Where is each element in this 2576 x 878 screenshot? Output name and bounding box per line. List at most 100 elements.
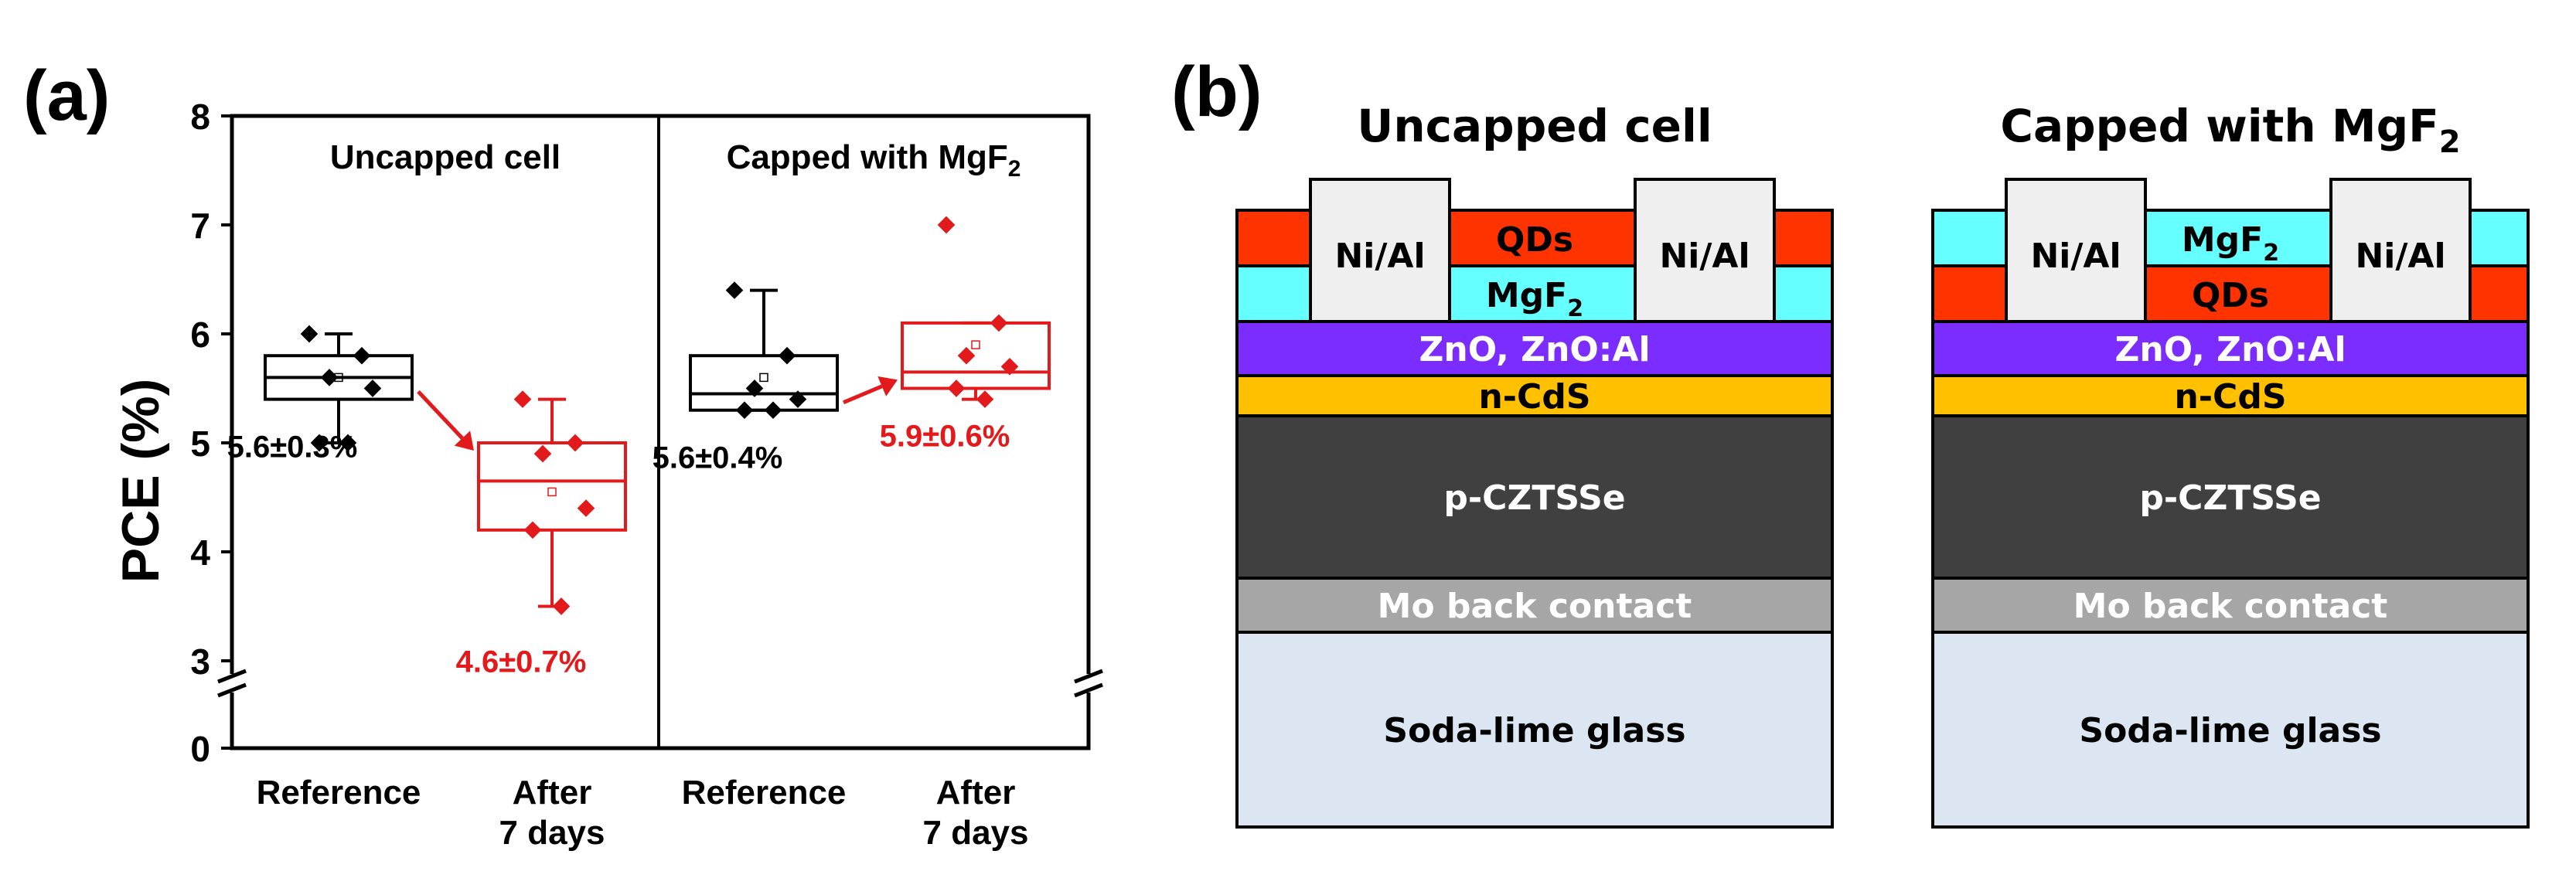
y-tick-label: 6 [190, 315, 210, 355]
box-2: 4.6±0.7% [456, 390, 627, 679]
value-annotation: 5.6±0.4% [653, 441, 783, 475]
box-iqr [477, 441, 627, 532]
box-plots: 5.6±0.3% 4.6±0.7% 5.6±0.4% 5.9±0.6% [227, 216, 1051, 679]
group-title-uncapped: Uncapped cell [330, 138, 561, 176]
box-iqr [689, 354, 839, 412]
layer-label: MgF2 [2182, 220, 2279, 267]
arrow-head [454, 430, 474, 451]
value-annotation: 5.9±0.6% [880, 420, 1010, 454]
layer-mo-back-contact [1931, 577, 2530, 634]
value-annotation: 4.6±0.7% [456, 645, 587, 679]
y-axis-label: PCE (%) [111, 379, 170, 583]
stack-uncapped: Uncapped cell QDs MgF2 Ni/Al Ni/Al ZnO, ZnO:A… [1235, 100, 1834, 829]
y-axis-ticks: 0 3 4 5 6 7 8 [190, 97, 232, 769]
y-tick-label: 7 [190, 206, 210, 246]
value-annotation: 5.6±0.3% [227, 430, 358, 465]
axis-break-right [1074, 669, 1103, 698]
layer-soda-lime-glass [1931, 631, 2530, 829]
trend-arrow [843, 376, 898, 405]
x-tick-label: After [513, 774, 592, 812]
data-point [320, 369, 339, 386]
data-point [353, 346, 371, 365]
group-title-capped: Capped with MgF2 [727, 138, 1021, 182]
y-tick-label: 4 [190, 533, 210, 573]
stack-title: Uncapped cell [1357, 100, 1712, 152]
x-tick-label: After [936, 774, 1016, 812]
panel-b-label: (b) [1171, 53, 1262, 131]
data-point [937, 216, 956, 234]
panel-b: (b) Uncapped cell QDs MgF2 Ni/Al Ni/Al ZnO, Z… [1171, 53, 2530, 829]
axis-break-left [217, 669, 247, 698]
x-tick-label: Reference [682, 774, 847, 812]
data-point [957, 346, 976, 365]
box-1: 5.6±0.3% [227, 325, 414, 465]
layer-label: Soda-lime glass [1383, 711, 1685, 750]
box-4: 5.9±0.6% [880, 216, 1051, 454]
device-stacks: Uncapped cell QDs MgF2 Ni/Al Ni/Al ZnO, ZnO:A… [1235, 100, 2530, 829]
layer-label: ZnO, ZnO:Al [2114, 330, 2346, 369]
box-3: 5.6±0.4% [653, 281, 839, 475]
arrow-shaft [843, 384, 883, 405]
data-point [764, 401, 782, 420]
data-point [339, 434, 357, 452]
data-point [533, 444, 552, 463]
trend-arrow [417, 390, 474, 451]
data-point [513, 390, 532, 408]
layer-soda-lime-glass [1235, 631, 1834, 829]
data-point [976, 390, 994, 408]
layer-label: QDs [1496, 220, 1573, 260]
contact-label: Ni/Al [2355, 237, 2445, 276]
box-iqr [901, 321, 1051, 390]
data-point [523, 521, 542, 539]
data-point [300, 325, 319, 343]
contact-label: Ni/Al [1659, 237, 1750, 276]
data-point [577, 499, 595, 517]
y-tick-label: 5 [190, 424, 210, 464]
data-point [735, 401, 754, 420]
layer-label: ZnO, ZnO:Al [1419, 330, 1650, 369]
panel-a-label: (a) [23, 56, 110, 135]
data-point [778, 346, 796, 365]
arrow-head [877, 376, 898, 396]
panel-a: (a) PCE (%) 0 3 4 5 6 7 8 Uncapped cell Capped… [23, 56, 1103, 852]
layer-label: Mo back contact [2073, 587, 2388, 626]
y-tick-label: 8 [190, 97, 210, 137]
contact-label: Ni/Al [1334, 237, 1425, 276]
arrow-shaft [417, 390, 464, 440]
mean-marker [971, 340, 980, 349]
layer-label: MgF2 [1486, 276, 1583, 322]
layer-label: p-CZTSSe [2139, 478, 2321, 518]
layer-n-cds [1931, 374, 2530, 417]
data-point [552, 597, 571, 615]
contact-ni-al [2329, 178, 2472, 323]
stack-title: Capped with MgF2 [2000, 100, 2460, 160]
x-tick-label: 7 days [923, 814, 1029, 852]
data-point [990, 314, 1008, 332]
layer-label: Soda-lime glass [2079, 711, 2381, 750]
data-point [1000, 357, 1019, 376]
mean-marker [759, 373, 768, 383]
stack-capped: Capped with MgF2 MgF2 QDs Ni/Al Ni/Al ZnO, Zn… [1931, 100, 2530, 829]
layer-p-cztsse [1235, 414, 1834, 580]
layer-zno-zno-al [1931, 320, 2530, 377]
data-point [745, 379, 764, 397]
layer-label: p-CZTSSe [1443, 478, 1625, 518]
data-point [725, 281, 744, 299]
layer-label: n-CdS [1478, 377, 1590, 417]
layer-label: n-CdS [2174, 377, 2286, 417]
y-tick-label: 3 [190, 641, 210, 682]
y-tick-label: 0 [190, 729, 210, 769]
data-point [566, 434, 584, 452]
contact-label: Ni/Al [2030, 237, 2121, 276]
x-tick-label: Reference [257, 774, 421, 812]
layer-n-cds [1235, 374, 1834, 417]
layer-label: Mo back contact [1378, 587, 1692, 626]
data-point [310, 434, 329, 452]
data-point [947, 379, 966, 397]
layer-label: QDs [2192, 276, 2269, 315]
mean-marker [547, 487, 557, 497]
x-tick-label: 7 days [499, 814, 605, 852]
data-point [363, 379, 382, 397]
